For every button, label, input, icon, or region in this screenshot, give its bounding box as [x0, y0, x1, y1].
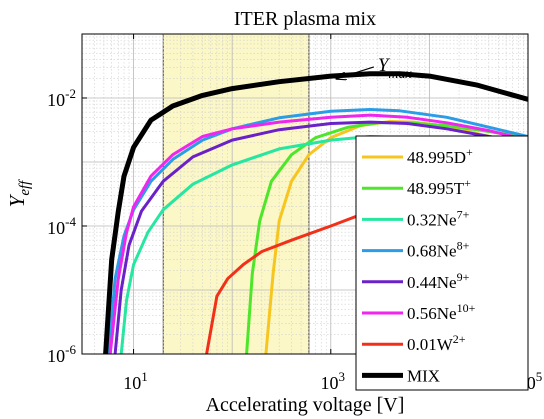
y-tick-label-exp: -4: [65, 214, 76, 229]
x-tick-label-exp: 1: [141, 369, 148, 384]
series-line-0-56ne: [108, 113, 528, 354]
legend-box: [355, 135, 529, 391]
series-line-0-44ne: [113, 120, 528, 354]
legend-label-charge: 7+: [457, 207, 470, 221]
legend-label-0-32ne: 0.32Ne7+: [407, 207, 470, 229]
legend-label-48-995t: 48.995T+: [407, 176, 471, 198]
y-axis-label: Yeff: [5, 179, 33, 208]
y-tick-label-exp: -6: [65, 342, 76, 357]
legend-label-0-44ne: 0.44Ne9+: [407, 270, 470, 292]
ymax-annotation: Ymax: [337, 55, 413, 82]
x-tick-label-base: 10: [321, 373, 339, 393]
y-tick-label: 10-4: [47, 214, 76, 238]
legend-label-0-68ne: 0.68Ne8+: [407, 239, 470, 261]
legend-label-charge: 10+: [457, 301, 476, 315]
ymax-label: Ymax: [378, 55, 413, 82]
legend-label-name: 0.32Ne: [407, 210, 457, 229]
legend-label-charge: +: [464, 176, 471, 190]
y-tick-label-base: 10: [47, 346, 65, 366]
ymax-arrow: [337, 66, 375, 79]
x-tick-label-base: 10: [123, 373, 141, 393]
y-tick-label: 10-6: [47, 342, 76, 366]
y-tick-label: 10-2: [47, 86, 76, 110]
x-tick-label-exp: 5: [536, 369, 543, 384]
legend-label-name: 0.68Ne: [407, 242, 457, 261]
y-tick-label-base: 10: [47, 90, 65, 110]
x-tick-label: 101: [123, 369, 148, 393]
series-line-mix: [103, 71, 528, 354]
ymax-label-sub: max: [388, 67, 412, 82]
x-tick-label-exp: 3: [339, 369, 346, 384]
legend-label-charge: 8+: [457, 239, 470, 253]
y-tick-label-base: 10: [47, 218, 65, 238]
legend-label-mix: MIX: [407, 366, 440, 385]
ymax-label-main: Y: [378, 55, 391, 76]
y-tick-labels: 10-610-410-2: [47, 86, 76, 366]
y-axis-label-sub: eff: [17, 179, 33, 196]
legend-label-48-995d: 48.995D+: [407, 145, 473, 167]
legend-label-charge: 2+: [453, 332, 466, 346]
legend-label-name: 48.995T: [407, 179, 465, 198]
y-axis-label-main: Y: [5, 193, 29, 207]
legend-label-0-56ne: 0.56Ne10+: [407, 301, 476, 323]
y-tick-label-exp: -2: [65, 86, 76, 101]
legend-label-charge: 9+: [457, 270, 470, 284]
legend-label-0-01w: 0.01W2+: [407, 332, 466, 354]
legend-label-name: 48.995D: [407, 148, 466, 167]
legend-label-name: 0.56Ne: [407, 304, 457, 323]
legend-label-name: MIX: [407, 366, 440, 385]
chart-title: ITER plasma mix: [234, 8, 376, 30]
legend-label-name: 0.44Ne: [407, 273, 457, 292]
legend-label-charge: +: [466, 145, 473, 159]
legend-label-name: 0.01W: [407, 335, 454, 354]
series-line-48-995t: [245, 121, 528, 354]
x-tick-label: 103: [321, 369, 346, 393]
x-axis-label: Accelerating voltage [V]: [206, 394, 405, 416]
legend: 48.995D+48.995T+0.32Ne7+0.68Ne8+0.44Ne9+…: [355, 135, 529, 391]
